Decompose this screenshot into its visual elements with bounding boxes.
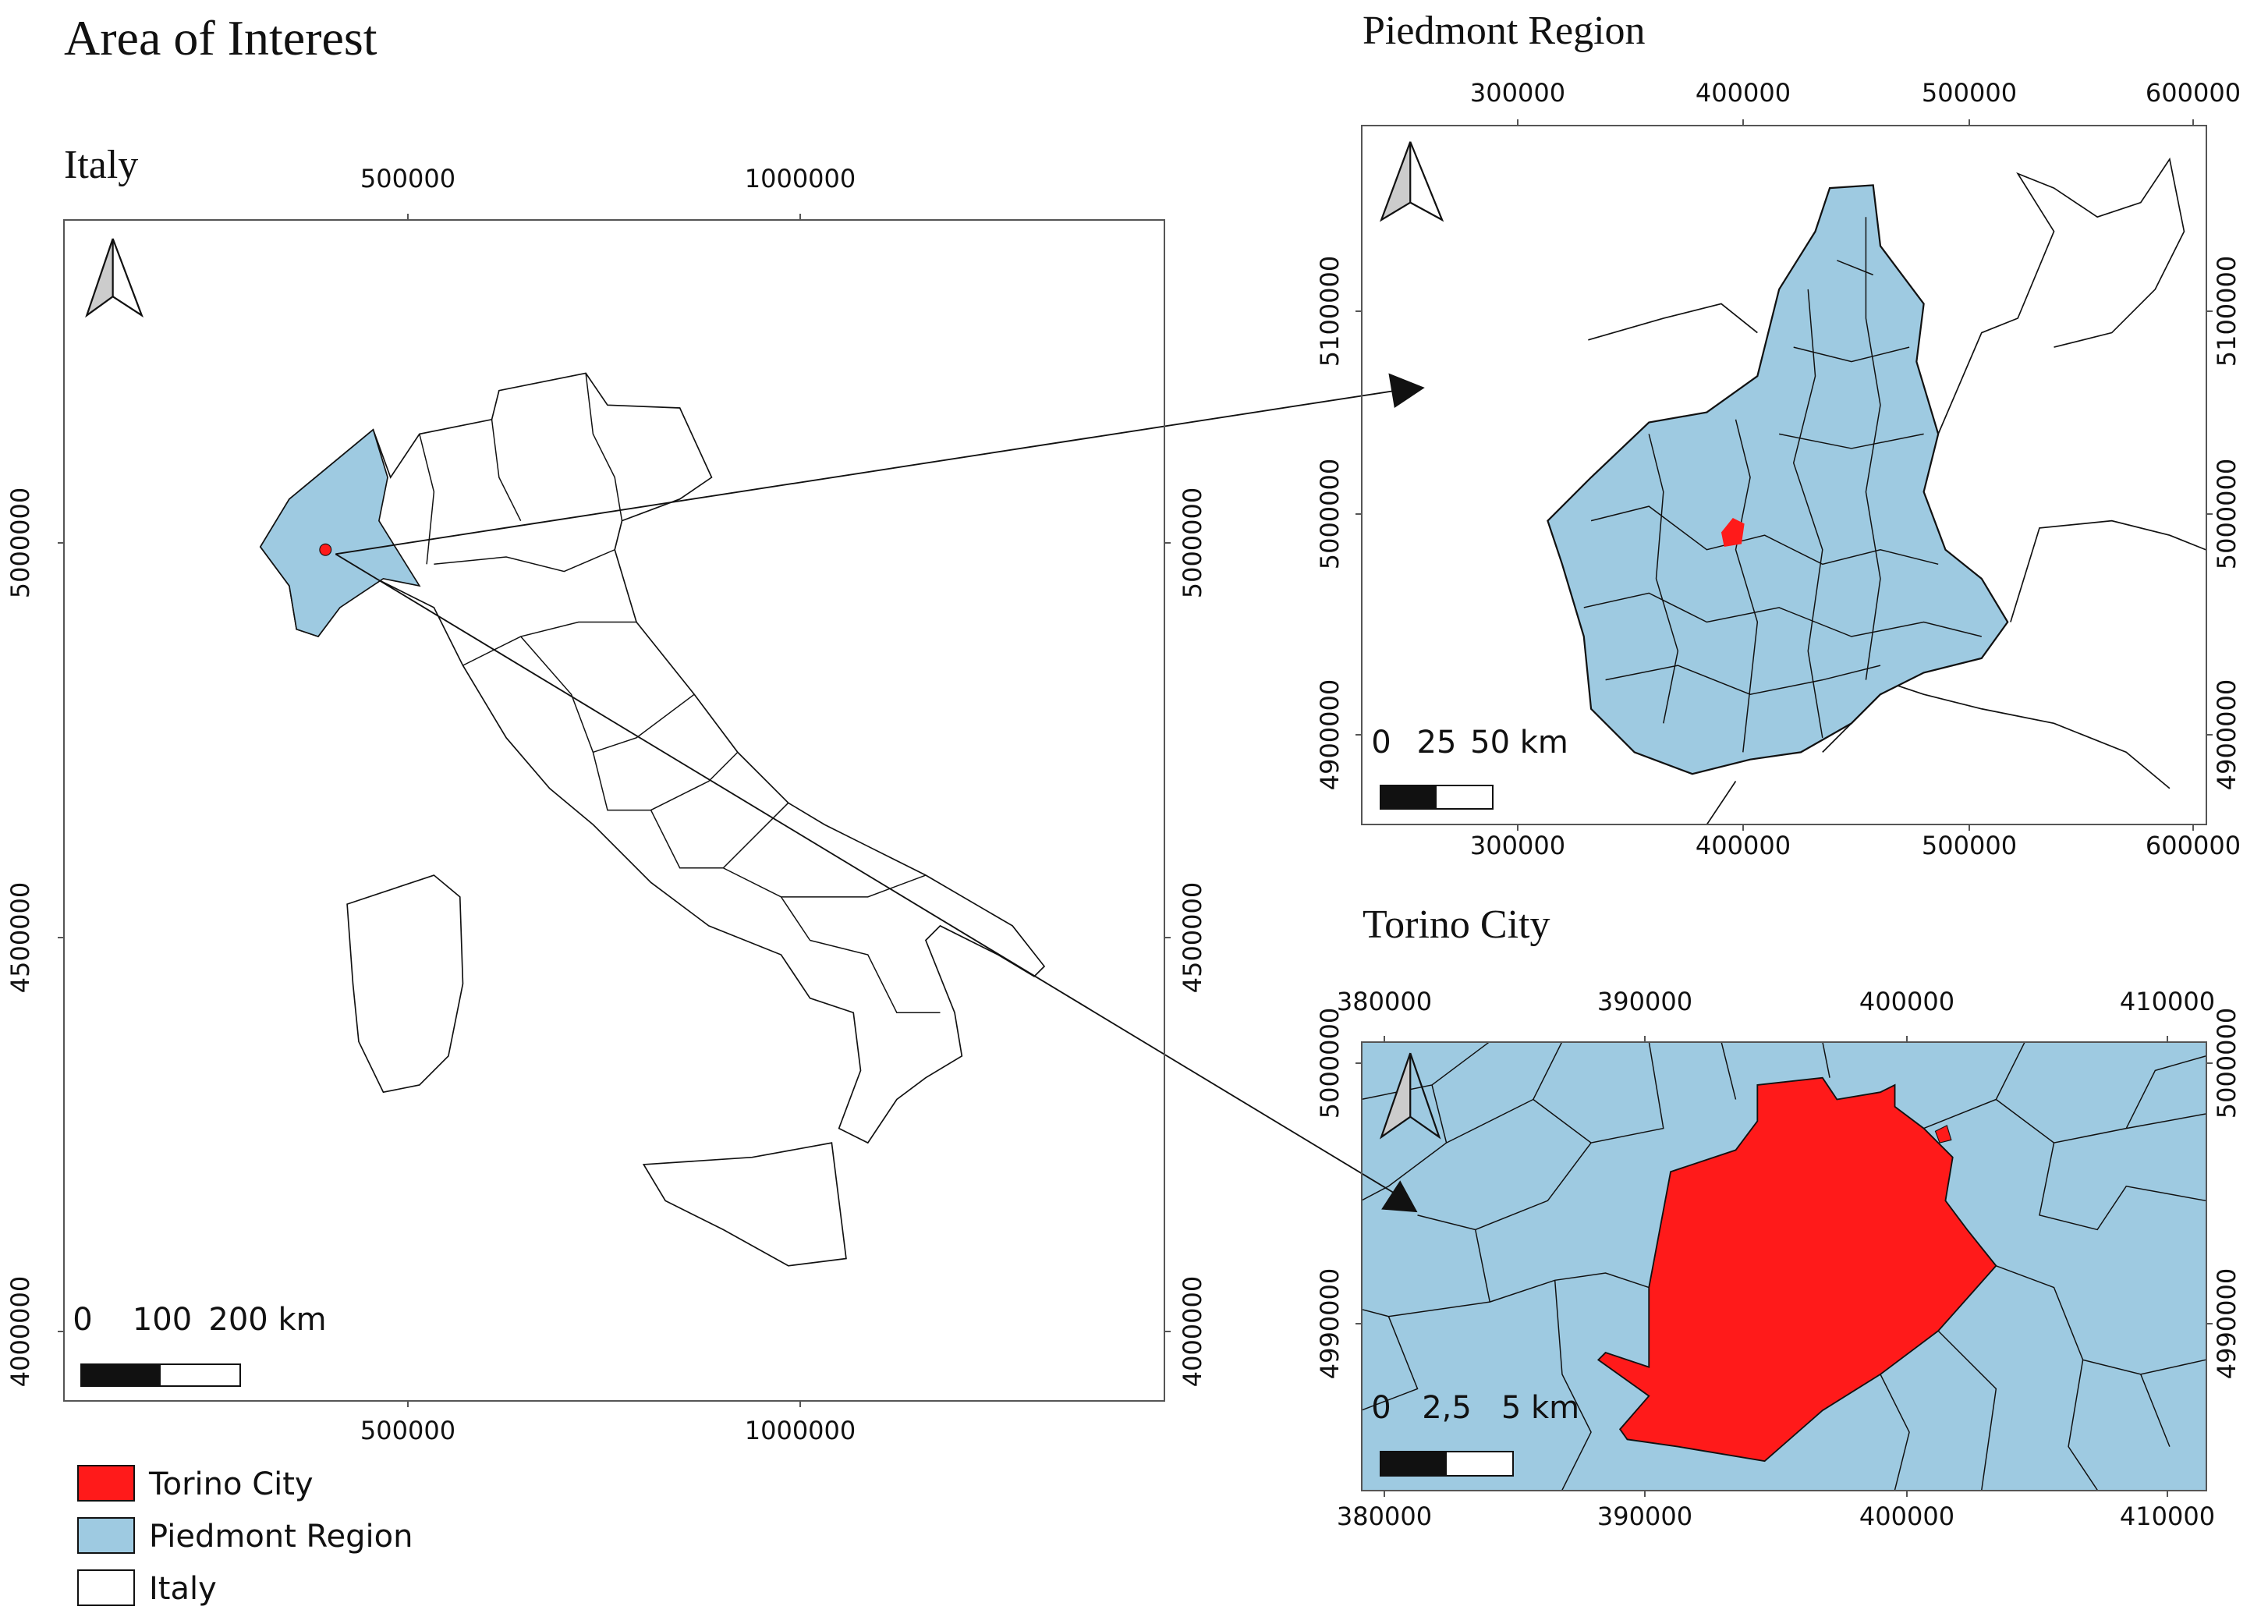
x-tick-label: 1000000 bbox=[745, 1416, 856, 1445]
x-tick-label: 600000 bbox=[2146, 831, 2241, 860]
connector bbox=[335, 553, 1398, 1196]
legend-swatch bbox=[77, 1517, 135, 1554]
x-tick-label: 300000 bbox=[1470, 831, 1565, 860]
legend-label: Torino City bbox=[148, 1466, 314, 1502]
north-arrow bbox=[1379, 1052, 1412, 1140]
torino-city bbox=[1934, 1125, 1952, 1144]
arrow-head bbox=[1388, 373, 1425, 408]
map-layers bbox=[85, 141, 2206, 1491]
scale-bar bbox=[81, 1364, 161, 1386]
x-tick-label: 600000 bbox=[2146, 78, 2241, 108]
x-tick-label: 400000 bbox=[1859, 1502, 1954, 1531]
x-tick-label: 400000 bbox=[1859, 987, 1954, 1016]
scale-label: 200 km bbox=[208, 1302, 326, 1338]
y-tick-label: 4990000 bbox=[2212, 1268, 2241, 1380]
y-tick-label: 4000000 bbox=[5, 1276, 35, 1388]
x-tick-label: 300000 bbox=[1470, 78, 1565, 108]
neighbor-borders bbox=[1588, 157, 2206, 825]
municipality-borders bbox=[1583, 217, 1982, 753]
y-tick-label: 4500000 bbox=[1178, 882, 1207, 994]
map-frame bbox=[1361, 1041, 2207, 1491]
y-tick-label: 4000000 bbox=[1178, 1276, 1207, 1388]
scale-bar bbox=[1380, 1452, 1447, 1476]
scale-label: 25 bbox=[1417, 725, 1457, 761]
scale-label: 0 bbox=[73, 1302, 92, 1338]
italy-map bbox=[85, 238, 1046, 1267]
map-frame bbox=[63, 219, 1165, 1402]
x-tick-label: 400000 bbox=[1696, 78, 1791, 108]
y-tick-label: 4900000 bbox=[2212, 679, 2241, 791]
panel-title: Italy bbox=[64, 143, 138, 187]
x-tick-label: 380000 bbox=[1337, 1502, 1432, 1531]
torino bbox=[319, 543, 332, 556]
sicily bbox=[642, 1142, 847, 1267]
piedmont bbox=[259, 428, 421, 638]
region-borders bbox=[419, 373, 941, 1013]
y-tick-label: 5000000 bbox=[1178, 488, 1207, 599]
north-arrow bbox=[1409, 141, 1444, 222]
x-tick-label: 410000 bbox=[2120, 987, 2215, 1016]
north-arrow bbox=[1379, 141, 1412, 222]
piedmont-region bbox=[1547, 184, 2009, 775]
x-tick-label: 500000 bbox=[1922, 78, 2017, 108]
north-arrow bbox=[85, 238, 114, 318]
x-tick-label: 390000 bbox=[1597, 987, 1692, 1016]
x-tick-label: 500000 bbox=[1922, 831, 2017, 860]
italy-mainland bbox=[259, 372, 1046, 1144]
scale-label: 0 bbox=[1371, 1390, 1391, 1426]
y-tick-label: 4500000 bbox=[5, 882, 35, 994]
y-tick-label: 5000000 bbox=[5, 488, 35, 599]
panel-title: Torino City bbox=[1363, 902, 1550, 947]
legend-swatch bbox=[77, 1569, 135, 1606]
y-tick-label: 5100000 bbox=[1315, 256, 1345, 367]
scale-label: 5 km bbox=[1501, 1390, 1579, 1426]
piedmont-map bbox=[1379, 141, 2206, 825]
torino-map bbox=[1361, 1041, 2206, 1491]
x-tick-label: 500000 bbox=[360, 164, 455, 193]
x-tick-label: 380000 bbox=[1337, 987, 1432, 1016]
y-tick-label: 4900000 bbox=[1315, 679, 1345, 791]
torino bbox=[1720, 517, 1745, 548]
y-tick-label: 5000000 bbox=[2212, 459, 2241, 570]
x-tick-label: 1000000 bbox=[745, 164, 856, 193]
scale-bar bbox=[1380, 785, 1437, 809]
scale-label: 0 bbox=[1371, 725, 1391, 761]
x-tick-label: 390000 bbox=[1597, 1502, 1692, 1531]
sardinia bbox=[346, 874, 464, 1094]
scale-label: 100 bbox=[133, 1302, 192, 1338]
scale-label: 2,5 bbox=[1422, 1390, 1472, 1426]
municipality-borders bbox=[1361, 1041, 2206, 1491]
x-tick-label: 410000 bbox=[2120, 1502, 2215, 1531]
x-tick-label: 400000 bbox=[1696, 831, 1791, 860]
legend-label: Piedmont Region bbox=[149, 1519, 413, 1555]
y-tick-label: 4990000 bbox=[1315, 1268, 1345, 1380]
map-frame bbox=[1361, 125, 2207, 825]
figure-title: Area of Interest bbox=[64, 10, 377, 66]
y-tick-label: 5000000 bbox=[1315, 1008, 1345, 1119]
north-arrow bbox=[1409, 1052, 1441, 1140]
scale-label: 50 km bbox=[1470, 725, 1568, 761]
y-tick-label: 5100000 bbox=[2212, 256, 2241, 367]
north-arrow bbox=[112, 238, 144, 318]
torino-city bbox=[1596, 1076, 1997, 1463]
x-tick-label: 500000 bbox=[360, 1416, 455, 1445]
connector bbox=[335, 389, 1396, 555]
legend-swatch bbox=[77, 1465, 135, 1502]
panel-title: Piedmont Region bbox=[1363, 9, 1646, 53]
y-tick-label: 5000000 bbox=[1315, 459, 1345, 570]
y-tick-label: 5000000 bbox=[2212, 1008, 2241, 1119]
legend-label: Italy bbox=[149, 1571, 217, 1607]
arrow-head bbox=[1381, 1180, 1418, 1213]
